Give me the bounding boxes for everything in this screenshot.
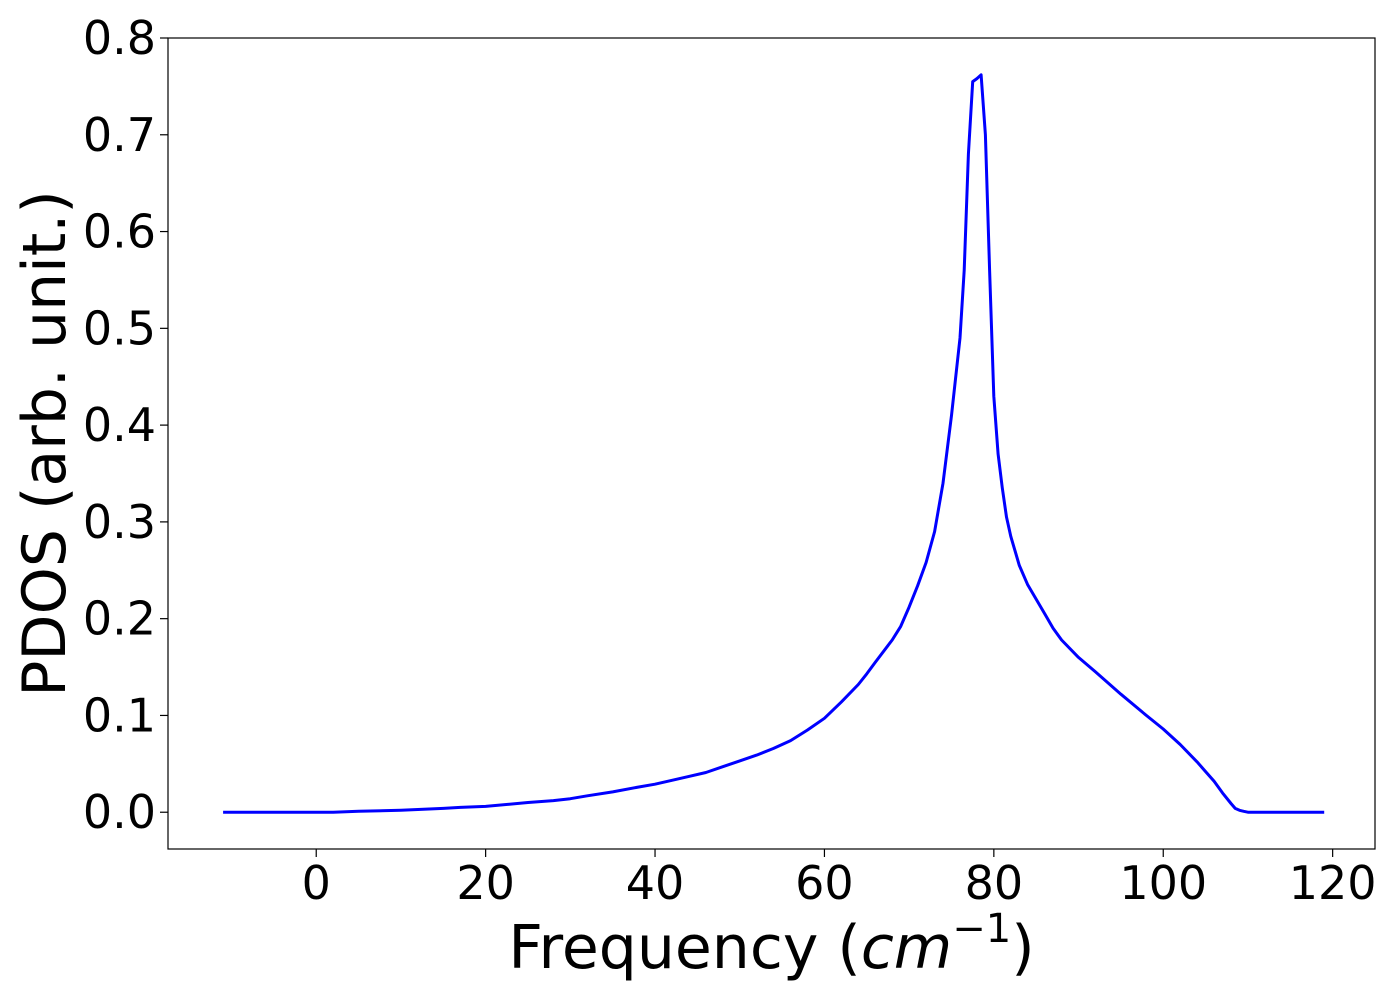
- x-tick-label: 100: [1119, 856, 1207, 910]
- y-tick-label: 0.4: [83, 398, 156, 452]
- x-tick-label: 80: [965, 856, 1024, 910]
- y-ticks: 0.0 0.1 0.2 0.3 0.4 0.5 0.6 0.7 0.8: [83, 11, 168, 839]
- y-tick-label: 0.8: [83, 11, 156, 65]
- y-axis-label: PDOS (arb. unit.): [10, 190, 80, 697]
- x-axis-label-unit: cm: [861, 913, 952, 983]
- y-tick-label: 0.6: [83, 205, 156, 259]
- y-tick-label: 0.0: [83, 785, 156, 839]
- x-ticks: 0 20 40 60 80 100 120: [302, 849, 1377, 910]
- y-tick-label: 0.3: [83, 495, 156, 549]
- y-tick-label: 0.5: [83, 301, 156, 355]
- x-tick-label: 0: [302, 856, 331, 910]
- x-tick-label: 40: [626, 856, 685, 910]
- x-axis-label: Frequency (cm−1): [508, 906, 1034, 983]
- y-tick-label: 0.7: [83, 108, 156, 162]
- y-tick-label: 0.2: [83, 592, 156, 646]
- x-tick-label: 60: [795, 856, 854, 910]
- y-tick-label: 0.1: [83, 688, 156, 742]
- x-axis-label-suffix: ): [1011, 913, 1034, 983]
- x-axis-label-exponent: −1: [952, 906, 1011, 952]
- pdos-series-line: [223, 73, 1325, 814]
- plot-frame: [167, 37, 1376, 850]
- x-axis-label-prefix: Frequency (: [508, 913, 860, 983]
- x-tick-label: 20: [456, 856, 515, 910]
- x-tick-label: 120: [1289, 856, 1377, 910]
